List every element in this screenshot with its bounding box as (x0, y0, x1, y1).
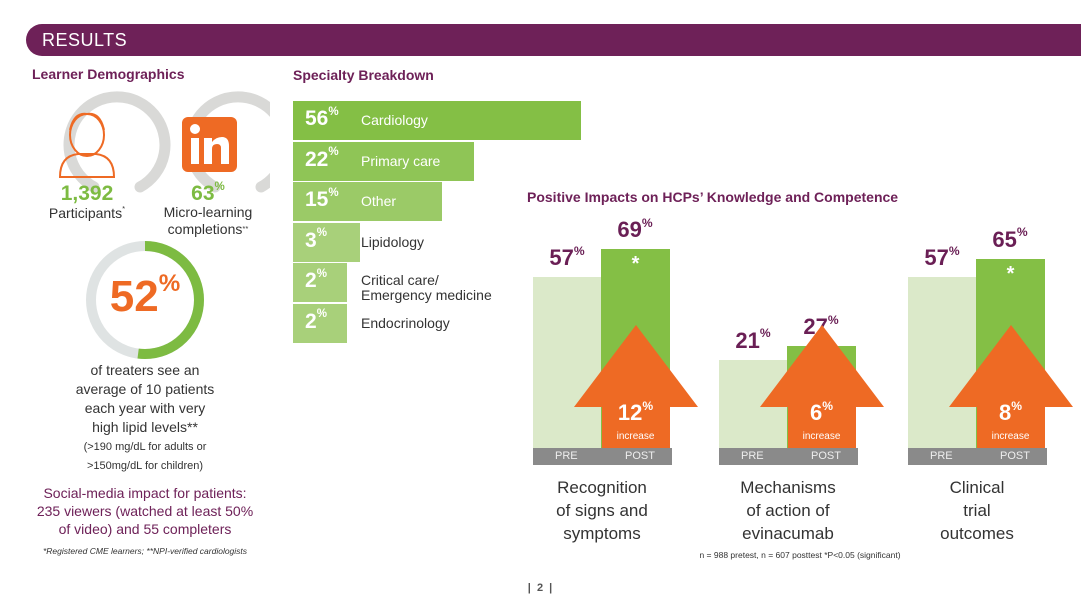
demographics-footnote: *Registered CME learners; **NPI-verified… (42, 546, 248, 556)
linkedin-icon (182, 117, 237, 172)
increase-arrow (574, 325, 698, 448)
category-line: evinacumab (742, 524, 834, 543)
specialty-value: 2% (305, 267, 327, 292)
significance-mark: * (1006, 262, 1015, 285)
treaters-note-line: (>190 mg/dL for adults or (83, 441, 207, 453)
increase-label: increase (991, 431, 1030, 442)
donut-fill (86, 241, 204, 359)
specialty-label: Cardiology (361, 112, 428, 128)
social-line: 235 viewers (watched at least 50% (36, 503, 254, 519)
axis-label-post: POST (811, 450, 841, 462)
pre-value: 57% (549, 243, 585, 270)
axis-label-pre: PRE (555, 450, 578, 462)
treaters-note-line: >150mg/dL for children) (86, 460, 204, 472)
increase-value: 6% (809, 398, 833, 425)
treaters-line: of treaters see an (90, 362, 200, 378)
microlearning-mark: ** (242, 224, 249, 234)
category-line: of action of (746, 501, 830, 520)
treaters-number: 52 (109, 272, 159, 321)
significance-mark: * (631, 253, 640, 276)
treaters-unit: % (158, 269, 181, 297)
post-value: 65% (992, 225, 1028, 252)
increase-arrow (949, 325, 1073, 448)
treaters-line: average of 10 patients (75, 381, 215, 397)
category-line: Clinical (949, 478, 1005, 497)
category-line: of signs and (556, 501, 648, 520)
axis-label-pre: PRE (930, 450, 953, 462)
specialty-value: 2% (305, 308, 327, 333)
specialty-bar: 22% (293, 141, 474, 181)
specialty-value: 56% (305, 105, 339, 130)
microlearning-line2-text: completions (167, 221, 243, 237)
category-label: Clinical trial outcomes (902, 476, 1052, 545)
specialty-bar: 56% (293, 101, 582, 140)
category-label: Mechanisms of action of evinacumab (713, 476, 863, 545)
specialty-value: 22% (305, 146, 339, 171)
specialty-label: Primary care (361, 152, 441, 169)
pre-value: 57% (924, 243, 960, 270)
participants-mark: * (122, 204, 126, 214)
specialty-label: Other (361, 193, 397, 209)
social-line: of video) and 55 completers (58, 521, 232, 537)
treaters-value: 52% (85, 269, 205, 322)
participants-value: 1,392 (60, 182, 114, 205)
microlearning-unit: % (214, 180, 225, 193)
pre-post-axis: PRE POST (908, 448, 1047, 465)
microlearning-label: Micro-learning completions** (143, 204, 273, 238)
treaters-donut (86, 241, 204, 359)
axis-label-post: POST (1000, 450, 1030, 462)
treaters-line: high lipid levels** (92, 419, 198, 435)
treaters-line: each year with very (84, 400, 206, 416)
treaters-description: of treaters see an average of 10 patient… (45, 361, 245, 437)
demographics-title: Learner Demographics (32, 66, 185, 82)
page-number: | 2 | (527, 582, 553, 594)
specialty-label: Lipidology (361, 233, 425, 250)
specialty-value: 3% (305, 227, 327, 252)
increase-label: increase (616, 431, 655, 442)
microlearning-value: 63% (158, 180, 258, 206)
gauges (58, 91, 270, 193)
increase-arrow (760, 325, 884, 448)
specialty-title: Specialty Breakdown (293, 67, 434, 83)
participants-text: Participants (48, 205, 123, 221)
category-line: trial (963, 501, 991, 520)
increase-value: 12% (617, 398, 654, 425)
treaters-note: (>190 mg/dL for adults or >150mg/dL for … (45, 438, 245, 476)
microlearning-number: 63 (191, 182, 215, 205)
axis-label-pre: PRE (741, 450, 764, 462)
specialty-value: 15% (305, 186, 339, 211)
specialty-bar: 2% (293, 263, 348, 302)
axis-label-post: POST (625, 450, 655, 462)
impact-title: Positive Impacts on HCPs’ Knowledge and … (527, 189, 899, 205)
specialty-bar: 15% (293, 182, 443, 221)
social-line: Social-media impact for patients: (43, 485, 247, 501)
pre-bar (533, 276, 601, 448)
pre-bar (908, 276, 976, 448)
section-title: RESULTS (42, 30, 128, 50)
gauge-arc-participants (63, 91, 171, 193)
pre-value: 21% (735, 326, 771, 353)
person-icon (58, 112, 116, 178)
pre-post-axis: PRE POST (719, 448, 858, 465)
category-line: outcomes (940, 524, 1014, 543)
post-value: 69% (617, 216, 653, 243)
section-header: RESULTS (26, 24, 1081, 56)
category-label: Recognition of signs and symptoms (527, 476, 677, 545)
microlearning-line2: completions** (143, 221, 273, 238)
specialty-label: Endocrinology (361, 314, 450, 331)
specialty-label: Critical care/ Emergency medicine (361, 272, 492, 303)
participants-label: Participants* (27, 204, 147, 221)
category-line: symptoms (563, 524, 641, 543)
increase-value: 8% (998, 398, 1022, 425)
specialty-bar: 3% (293, 222, 360, 262)
specialty-bar: 2% (293, 303, 348, 343)
category-line: Recognition (557, 478, 647, 497)
microlearning-line1: Micro-learning (163, 204, 253, 220)
social-media-impact: Social-media impact for patients: 235 vi… (20, 484, 270, 538)
impact-footnote: n = 988 pretest, n = 607 posttest *P<0.0… (699, 550, 901, 560)
category-line: Mechanisms (740, 478, 836, 497)
increase-label: increase (802, 431, 841, 442)
pre-post-axis: PRE POST (533, 448, 672, 465)
